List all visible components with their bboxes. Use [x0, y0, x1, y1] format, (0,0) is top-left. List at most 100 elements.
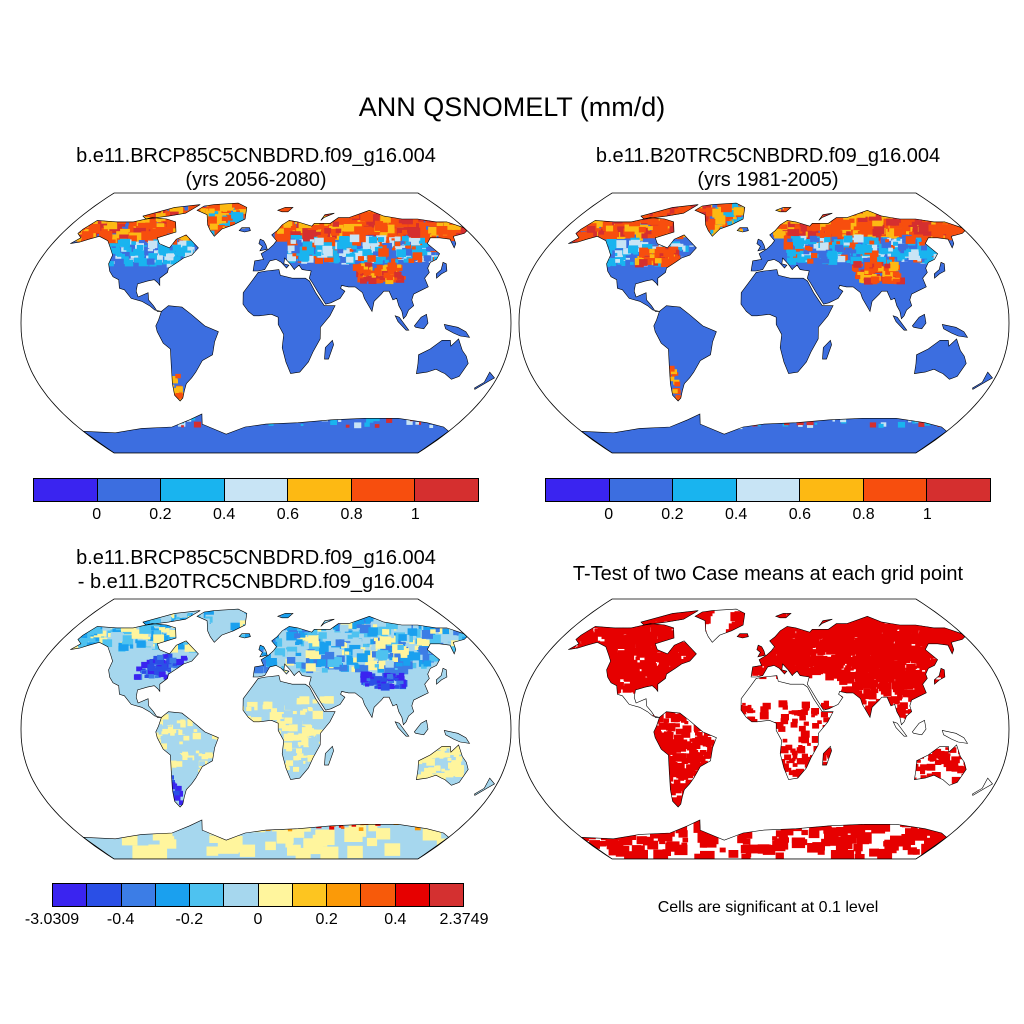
field-cell	[415, 421, 419, 425]
field-cell	[908, 419, 912, 423]
field-cell	[877, 256, 887, 264]
field-cell	[421, 664, 427, 669]
field-cell	[900, 253, 907, 260]
field-cell	[352, 245, 357, 250]
field-cell	[630, 665, 640, 673]
field-cell	[444, 752, 451, 758]
field-cell	[349, 645, 355, 650]
field-cell	[678, 205, 689, 214]
field-cell	[290, 240, 301, 249]
field-cell	[360, 273, 364, 276]
field-cell	[639, 248, 646, 254]
field-cell	[320, 846, 339, 859]
field-cell	[263, 667, 271, 673]
field-cell	[281, 725, 290, 732]
field-cell	[300, 710, 306, 715]
field-cell	[714, 215, 726, 225]
field-cell	[157, 654, 164, 660]
field-cell	[897, 421, 906, 428]
field-cell	[297, 742, 302, 746]
field-cell	[806, 419, 814, 426]
coastline-newzealand	[474, 777, 495, 796]
field-cell	[299, 696, 310, 705]
field-cell	[341, 632, 353, 642]
field-cell	[293, 766, 300, 772]
field-cell	[226, 214, 237, 223]
field-cell	[177, 250, 185, 257]
field-cell	[397, 233, 403, 238]
field-cell	[311, 718, 319, 726]
field-cell	[677, 249, 684, 255]
field-cell	[167, 726, 177, 734]
field-cell	[814, 422, 818, 425]
field-cell	[343, 224, 354, 232]
field-cell	[102, 639, 113, 647]
field-cell	[637, 650, 642, 655]
field-cell	[292, 253, 297, 257]
field-cell	[383, 224, 395, 234]
field-cell	[116, 231, 123, 237]
field-cell	[396, 675, 404, 681]
land-africa	[741, 675, 834, 780]
field-cell	[908, 252, 919, 260]
field-cell	[195, 750, 200, 754]
field-cell	[655, 227, 667, 237]
land-newguinea	[444, 324, 470, 338]
field-cell	[615, 625, 624, 634]
field-cell	[412, 217, 419, 223]
field-cell	[296, 639, 303, 645]
field-cell	[378, 237, 385, 242]
coastline-madagascar	[822, 339, 832, 360]
field-cell	[654, 208, 667, 219]
field-cell	[349, 252, 355, 257]
field-cell	[298, 253, 307, 260]
coastline-greenland	[196, 202, 248, 237]
field-cell	[630, 261, 634, 265]
field-cell	[803, 240, 809, 245]
coastline-southamerica	[653, 305, 717, 402]
field-cell	[165, 653, 173, 660]
land-uk	[258, 239, 268, 251]
field-cell	[364, 422, 370, 427]
field-cell	[458, 751, 462, 755]
field-cell	[441, 768, 445, 772]
field-cell	[209, 208, 215, 213]
field-cell	[312, 723, 318, 729]
field-cell	[175, 393, 180, 396]
coastline-svalbard	[276, 613, 294, 619]
field-cell	[312, 834, 328, 847]
coastline-eurasia	[252, 615, 468, 726]
field-cell	[155, 657, 164, 665]
field-cell	[655, 258, 662, 264]
field-cell	[314, 237, 324, 246]
coastline-greenland	[694, 202, 746, 237]
field-cell	[857, 271, 866, 279]
coastline-japan	[435, 261, 448, 279]
field-cell	[831, 236, 838, 242]
field-cell	[274, 648, 286, 657]
field-cell	[120, 228, 130, 237]
field-cell	[341, 826, 345, 829]
field-cell	[873, 267, 879, 271]
field-cell	[170, 782, 176, 787]
field-cell	[376, 275, 381, 279]
field-cell	[887, 253, 892, 257]
coastline-novaya	[320, 212, 335, 221]
field-cell	[178, 744, 184, 749]
field-cell	[394, 653, 406, 663]
field-cell	[386, 674, 393, 679]
field-cell	[287, 623, 296, 631]
field-cell	[639, 253, 645, 258]
field-cell	[605, 225, 614, 232]
coastline-arctic_isl	[640, 204, 699, 220]
field-cell	[295, 629, 306, 638]
field-cell	[442, 628, 450, 635]
field-cell	[97, 629, 103, 634]
field-cell	[161, 663, 168, 669]
field-cell	[351, 666, 359, 672]
field-cell	[155, 675, 159, 679]
field-cell	[401, 215, 413, 225]
field-cell	[187, 246, 193, 251]
field-cell	[721, 203, 732, 213]
field-cell	[181, 425, 184, 428]
